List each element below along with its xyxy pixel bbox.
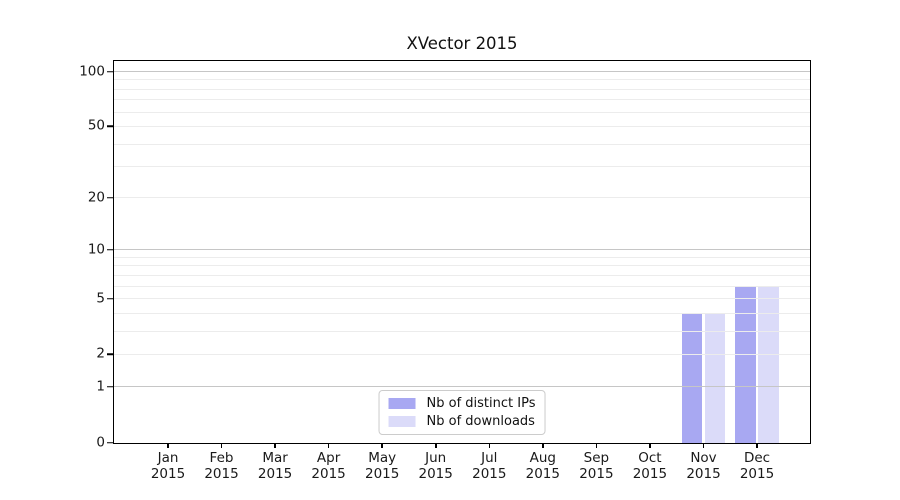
x-tick-year: 2015	[311, 466, 346, 482]
gridline-minor	[114, 298, 810, 299]
x-tick-month: May	[368, 450, 397, 466]
x-tick-month: Sep	[583, 450, 610, 466]
y-tick-mark	[107, 248, 113, 251]
bar-downloads	[758, 286, 779, 443]
x-tick-month: Aug	[529, 450, 556, 466]
gridline-minor	[114, 99, 810, 101]
x-tick-label-oct: Oct 2015	[615, 450, 685, 482]
gridline-minor	[114, 256, 810, 258]
x-tick-mark	[702, 442, 705, 448]
gridline-minor	[114, 353, 810, 355]
x-tick-year: 2015	[472, 466, 507, 482]
x-tick-mark	[274, 442, 276, 448]
x-tick-mark	[595, 442, 598, 448]
gridline-major	[114, 71, 810, 72]
legend-entry-downloads: Nb of downloads	[388, 414, 536, 429]
x-tick-label-apr: Apr 2015	[294, 450, 364, 482]
x-tick-year: 2015	[365, 466, 400, 482]
x-tick-month: Jun	[425, 450, 447, 466]
legend-swatch-distinct-ips-icon	[388, 398, 416, 409]
x-tick-year: 2015	[579, 466, 614, 482]
legend: Nb of distinct IPs Nb of downloads	[378, 390, 546, 435]
legend-label-distinct-ips: Nb of distinct IPs	[426, 396, 536, 411]
x-tick-mark	[220, 442, 223, 448]
x-tick-year: 2015	[632, 466, 668, 482]
x-tick-mark	[435, 442, 437, 448]
gridline-minor	[114, 274, 810, 276]
y-tick-label: 5	[96, 290, 105, 307]
x-tick-label-mar: Mar 2015	[240, 450, 310, 482]
x-tick-label-jan: Jan 2015	[133, 450, 203, 482]
plot-area: Nb of distinct IPs Nb of downloads	[113, 60, 811, 444]
y-tick-label: 100	[79, 63, 105, 80]
y-tick-mark	[107, 125, 113, 128]
bars-layer	[114, 61, 810, 443]
y-tick-mark	[107, 197, 113, 199]
gridline-minor	[114, 88, 810, 90]
x-tick-mark	[542, 442, 544, 448]
x-tick-mark	[327, 442, 330, 448]
x-tick-month: Dec	[743, 450, 771, 466]
x-tick-label-jul: Jul 2015	[454, 450, 524, 482]
y-tick-label: 2	[96, 345, 105, 362]
x-tick-label-nov: Nov 2015	[669, 450, 739, 482]
bar-distinct-ips	[735, 286, 756, 443]
gridline-minor	[114, 312, 810, 314]
gridline-minor	[114, 111, 810, 113]
x-tick-label-dec: Dec 2015	[722, 450, 792, 482]
chart-title: XVector 2015	[406, 34, 518, 53]
x-tick-month: Nov	[690, 450, 717, 466]
x-tick-label-sep: Sep 2015	[561, 450, 631, 482]
legend-entry-distinct-ips: Nb of distinct IPs	[388, 396, 536, 411]
x-tick-month: Oct	[638, 450, 662, 466]
x-tick-mark	[756, 442, 758, 448]
x-tick-year: 2015	[418, 466, 453, 482]
y-tick-mark	[107, 353, 113, 355]
bar-distinct-ips	[681, 313, 702, 443]
gridline-minor	[114, 79, 810, 81]
y-tick-mark	[107, 386, 113, 388]
x-tick-month: Jul	[481, 450, 498, 466]
legend-label-downloads: Nb of downloads	[426, 414, 535, 429]
gridline-minor	[114, 125, 810, 127]
x-tick-year: 2015	[204, 466, 239, 482]
gridline-major	[114, 249, 810, 251]
gridline-minor	[114, 165, 810, 167]
x-tick-year: 2015	[686, 466, 721, 482]
x-tick-month: Mar	[262, 450, 288, 466]
y-tick-mark	[107, 70, 113, 73]
x-tick-mark	[167, 442, 169, 448]
gridline-minor	[114, 197, 810, 199]
x-tick-label-may: May 2015	[347, 450, 417, 482]
x-tick-label-jun: Jun 2015	[401, 450, 471, 482]
gridline-minor	[114, 330, 810, 332]
x-tick-label-aug: Aug 2015	[508, 450, 578, 482]
x-tick-month: Apr	[316, 450, 341, 466]
x-tick-year: 2015	[257, 466, 293, 482]
x-tick-label-feb: Feb 2015	[187, 450, 257, 482]
x-tick-year: 2015	[150, 466, 186, 482]
legend-swatch-downloads-icon	[388, 416, 416, 427]
gridline-major	[114, 386, 810, 388]
x-tick-year: 2015	[739, 466, 775, 482]
x-tick-year: 2015	[525, 466, 560, 482]
gridline-minor	[114, 143, 810, 145]
y-tick-mark	[107, 441, 113, 444]
y-tick-label: 0	[96, 434, 105, 451]
bar-downloads	[704, 313, 725, 443]
x-tick-mark	[381, 442, 383, 448]
x-tick-mark	[649, 442, 651, 448]
x-tick-month: Jan	[157, 450, 179, 466]
y-tick-mark	[107, 297, 113, 300]
y-tick-label: 50	[87, 118, 105, 135]
y-tick-label: 10	[87, 241, 105, 258]
y-tick-label: 1	[96, 378, 105, 395]
gridline-minor	[114, 285, 810, 287]
x-tick-mark	[488, 442, 490, 448]
x-tick-month: Feb	[209, 450, 234, 466]
y-tick-label: 20	[87, 189, 105, 206]
gridlines-layer	[114, 61, 810, 443]
gridline-minor	[114, 265, 810, 267]
